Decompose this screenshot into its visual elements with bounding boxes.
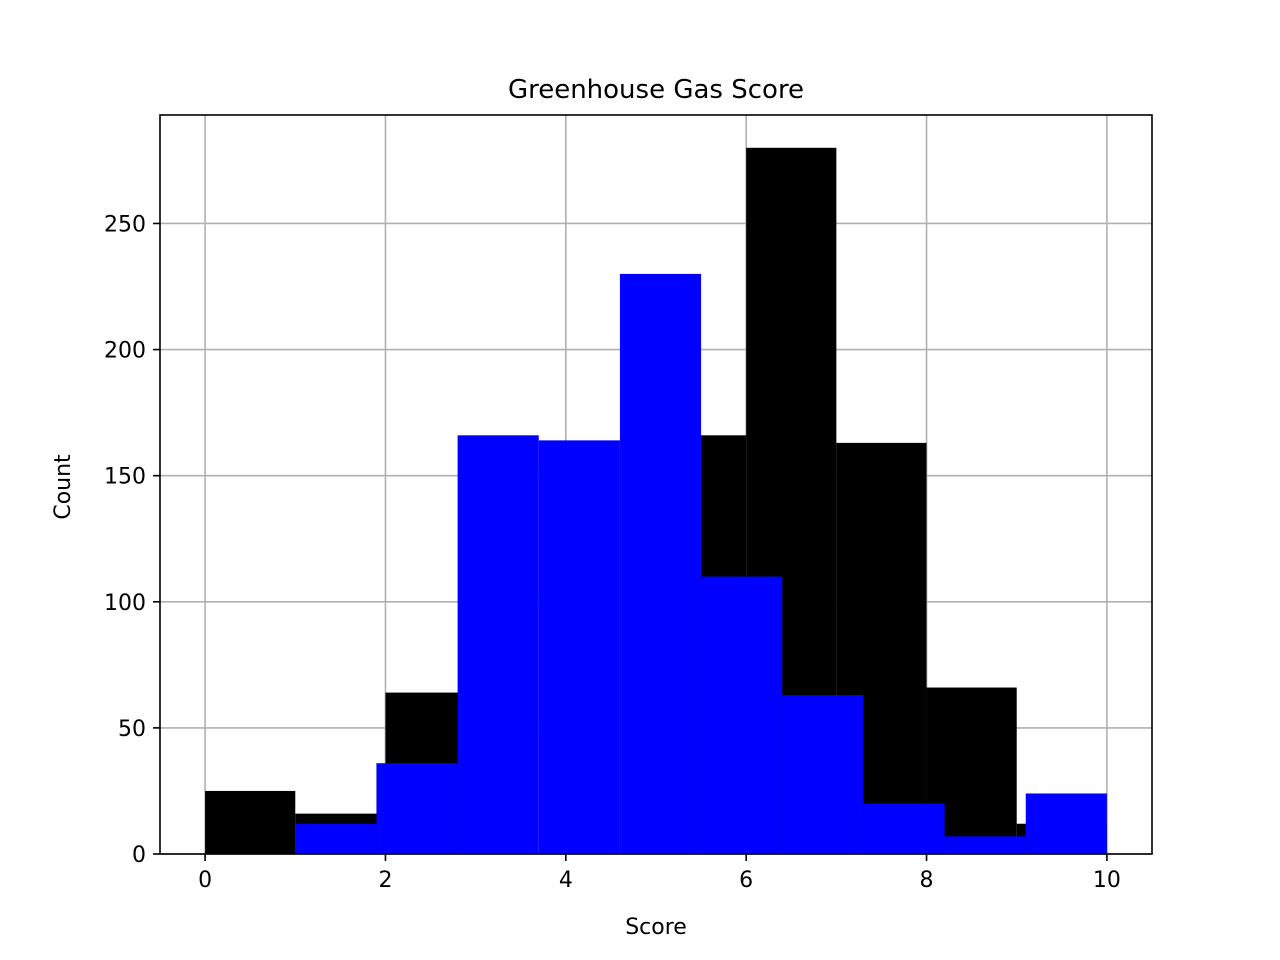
x-tick-label: 8 bbox=[920, 868, 934, 893]
plot-frame bbox=[159, 114, 1153, 855]
histogram-bar-series-2 bbox=[1025, 793, 1107, 854]
histogram-bar-series-1 bbox=[205, 790, 296, 854]
histogram-bar-series-2 bbox=[457, 435, 539, 854]
histogram-bar-series-2 bbox=[701, 576, 783, 854]
y-tick-label: 200 bbox=[104, 339, 146, 364]
histogram-bar-series-2 bbox=[619, 273, 702, 855]
histogram-bar-series-2 bbox=[944, 836, 1026, 854]
histogram-bar-series-2 bbox=[295, 823, 377, 854]
histogram-bar-series-2 bbox=[863, 803, 945, 854]
x-axis-label: Score bbox=[625, 915, 687, 940]
y-tick-label: 150 bbox=[104, 465, 146, 490]
x-tick-label: 4 bbox=[559, 868, 573, 893]
histogram-bar-series-2 bbox=[782, 695, 864, 854]
y-axis-label: Count bbox=[51, 454, 76, 520]
histogram-bar-series-2 bbox=[376, 763, 458, 854]
chart-title: Greenhouse Gas Score bbox=[508, 75, 804, 105]
x-tick-label: 0 bbox=[198, 868, 212, 893]
histogram-bars bbox=[205, 147, 1107, 855]
histogram-bar-series-2 bbox=[538, 440, 620, 854]
y-tick-label: 100 bbox=[104, 591, 146, 616]
x-tick-label: 6 bbox=[739, 868, 753, 893]
y-tick-label: 250 bbox=[104, 212, 146, 237]
x-tick-label: 10 bbox=[1093, 868, 1121, 893]
x-tick-label: 2 bbox=[378, 868, 392, 893]
y-tick-label: 50 bbox=[118, 717, 146, 742]
y-tick-label: 0 bbox=[132, 843, 146, 868]
